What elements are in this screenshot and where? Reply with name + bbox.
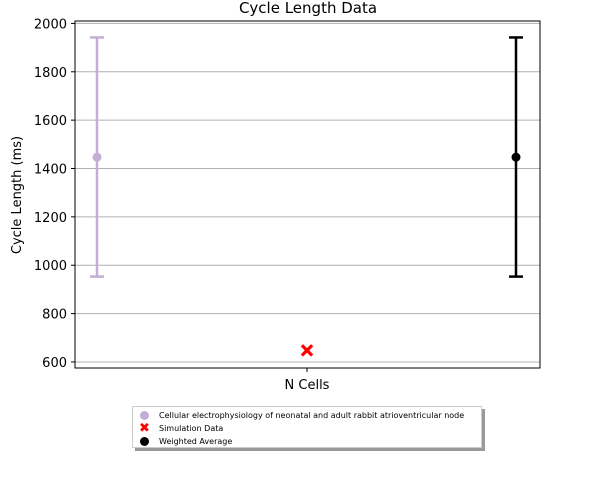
x-tick-label: N Cells — [285, 378, 330, 393]
legend-circle-icon — [140, 437, 149, 446]
legend-item: ✖ Simulation Data — [139, 422, 481, 435]
legend-label: Simulation Data — [159, 424, 224, 433]
x-marker-stroke — [300, 344, 314, 357]
y-tick-label: 600 — [42, 356, 67, 371]
data-series — [90, 36, 523, 357]
y-tick-label: 1800 — [34, 66, 67, 81]
legend-circle-icon — [140, 411, 149, 420]
legend-label: Weighted Average — [159, 437, 233, 446]
y-tick-label: 2000 — [34, 17, 67, 32]
y-axis-label: Cycle Length (ms) — [10, 136, 25, 254]
chart-title: Cycle Length Data — [239, 0, 377, 17]
legend-item: Cellular electrophysiology of neonatal a… — [139, 409, 481, 422]
plot-frame — [74, 20, 541, 369]
data-point — [511, 152, 521, 162]
y-axis-ticks: 600 800 1000 1200 1400 1600 1800 2000 — [34, 17, 75, 371]
y-tick-label: 1400 — [34, 163, 67, 178]
grid-lines — [75, 22, 540, 363]
y-tick-label: 1000 — [34, 259, 67, 274]
legend-item: Weighted Average — [139, 435, 481, 448]
y-tick-label: 1200 — [34, 211, 67, 226]
data-point — [92, 152, 102, 162]
legend-x-icon: ✖ — [139, 420, 150, 436]
y-tick-label: 1600 — [34, 114, 67, 129]
legend: Cellular electrophysiology of neonatal a… — [132, 406, 482, 448]
data-point — [300, 344, 314, 357]
y-tick-label: 800 — [42, 308, 67, 323]
legend-label: Cellular electrophysiology of neonatal a… — [159, 411, 465, 420]
